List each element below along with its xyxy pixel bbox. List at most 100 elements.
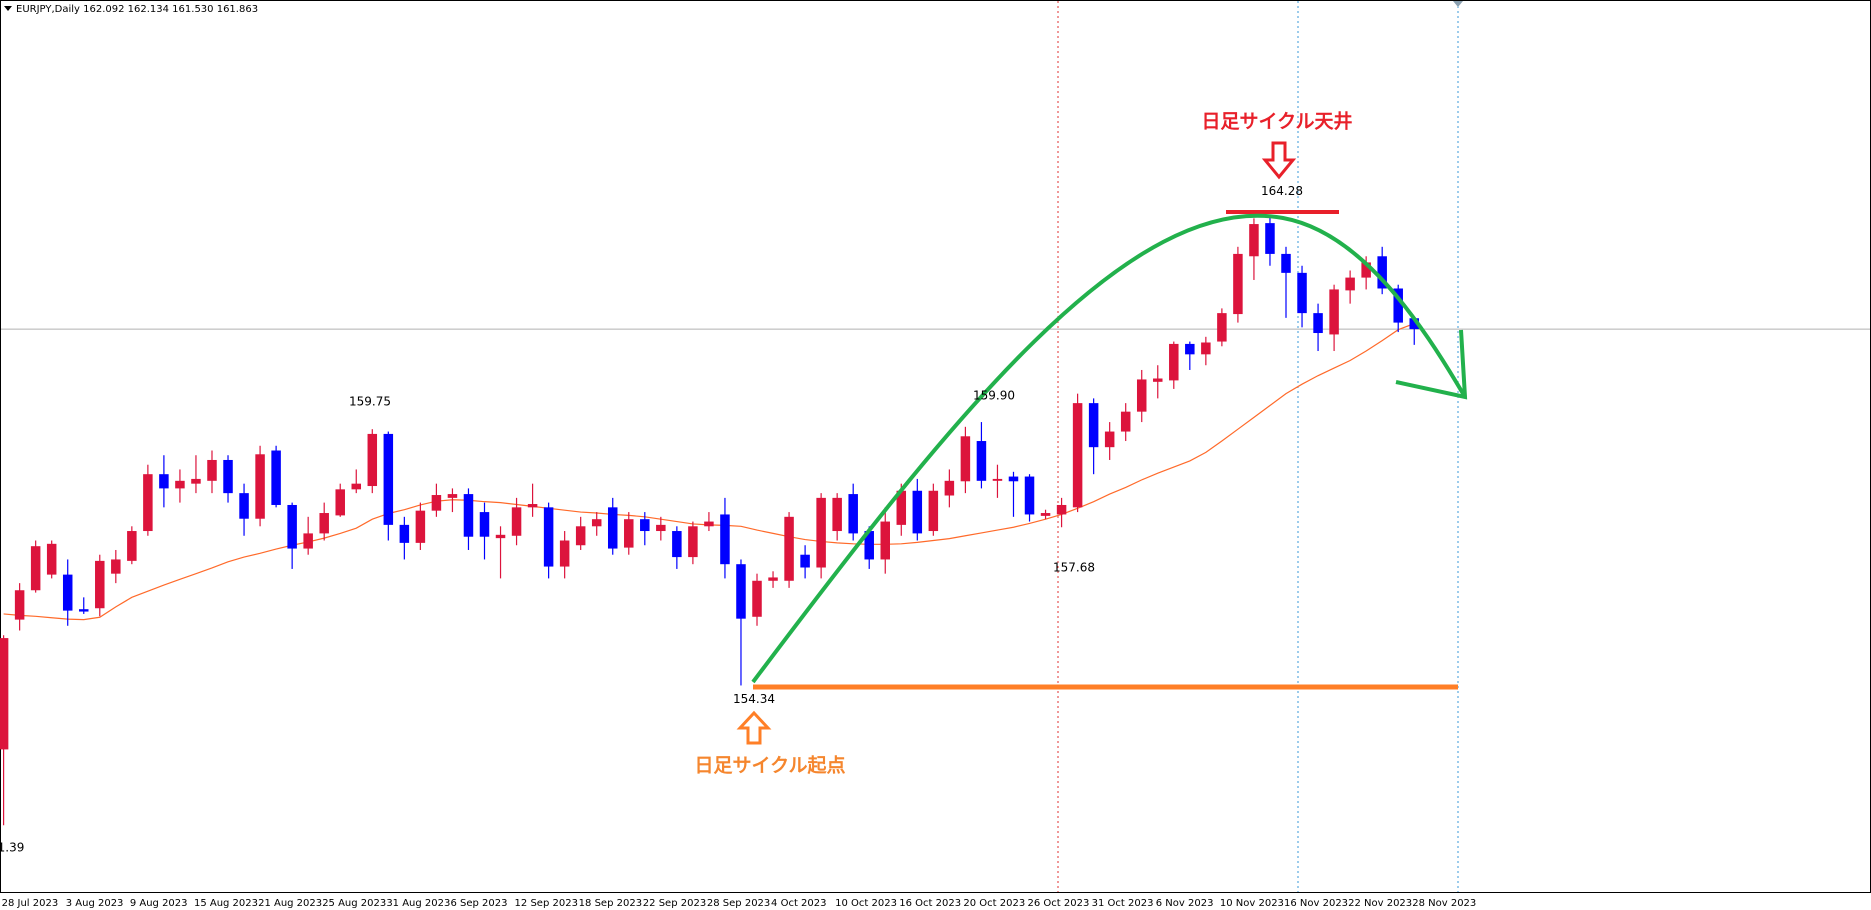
cycle-curve bbox=[751, 213, 1467, 684]
x-tick-label: 22 Nov 2023 bbox=[1348, 898, 1412, 909]
x-tick-label: 16 Oct 2023 bbox=[899, 898, 961, 909]
candle-body bbox=[30, 546, 41, 591]
candle-body bbox=[912, 490, 923, 534]
drawings: 日足サイクル天井 日足サイクル起点 bbox=[694, 111, 1468, 777]
annotation: 日足サイクル起点 bbox=[694, 755, 845, 777]
price-label: 157.68 bbox=[1053, 561, 1095, 575]
candle-body bbox=[1136, 379, 1147, 412]
candle-body bbox=[1217, 313, 1227, 342]
candle-body bbox=[720, 514, 730, 565]
x-tick-label: 31 Oct 2023 bbox=[1092, 898, 1154, 909]
candle-body bbox=[447, 494, 458, 498]
x-tick-label: 6 Sep 2023 bbox=[450, 898, 507, 909]
candle-body bbox=[1088, 403, 1099, 448]
candle-body bbox=[832, 497, 842, 532]
candle-body bbox=[1233, 253, 1243, 315]
price-label: 159.75 bbox=[349, 395, 391, 409]
menu-triangle bbox=[4, 6, 12, 11]
candle-body bbox=[607, 507, 618, 549]
x-tick-label: 4 Oct 2023 bbox=[771, 898, 826, 909]
x-tick-label: 6 Nov 2023 bbox=[1156, 898, 1214, 909]
candle-body bbox=[928, 490, 939, 532]
candle-body bbox=[335, 489, 345, 516]
candle-body bbox=[864, 531, 874, 560]
candle-body bbox=[399, 524, 410, 543]
candle-body bbox=[223, 459, 233, 494]
candle-body bbox=[1201, 342, 1211, 355]
x-tick-label: 28 Jul 2023 bbox=[2, 898, 59, 909]
candle-body bbox=[431, 495, 442, 511]
x-tick-label: 22 Sep 2023 bbox=[643, 898, 706, 909]
price-label: 159.90 bbox=[973, 389, 1015, 403]
candle-body bbox=[992, 478, 1003, 481]
candle-body bbox=[463, 494, 474, 537]
candle-body bbox=[1153, 378, 1163, 382]
candle-body bbox=[1120, 411, 1131, 432]
candle-body bbox=[1040, 513, 1051, 516]
candle-body bbox=[1345, 277, 1355, 291]
candle-body bbox=[960, 436, 971, 482]
candle-body bbox=[624, 519, 634, 548]
price-label: 164.28 bbox=[1261, 184, 1303, 198]
candle-body bbox=[1104, 431, 1115, 448]
candle-body bbox=[415, 510, 426, 543]
candle-body bbox=[527, 504, 538, 508]
candle-body bbox=[255, 454, 265, 519]
candle-body bbox=[159, 474, 169, 489]
x-tick-label: 21 Aug 2023 bbox=[258, 898, 322, 909]
candle-body bbox=[46, 543, 57, 575]
candle-body bbox=[672, 531, 682, 558]
candle-body bbox=[1056, 504, 1067, 515]
candle-body bbox=[800, 554, 810, 568]
x-tick-label: 18 Sep 2023 bbox=[579, 898, 642, 909]
candle-body bbox=[543, 507, 554, 567]
price-label: 1.39 bbox=[0, 841, 24, 855]
candle-body bbox=[1377, 256, 1387, 289]
candle-body bbox=[0, 638, 9, 750]
candle-body bbox=[575, 526, 586, 546]
cycle-arrowhead bbox=[1395, 329, 1468, 400]
candle-body bbox=[1297, 272, 1307, 314]
candle-body bbox=[62, 574, 73, 611]
x-tick-label: 9 Aug 2023 bbox=[130, 898, 188, 909]
candle-body bbox=[768, 577, 778, 581]
candle-body bbox=[1249, 224, 1259, 257]
candle-body bbox=[239, 493, 249, 519]
scroll-marker bbox=[1453, 1, 1463, 7]
x-tick-label: 28 Sep 2023 bbox=[707, 898, 770, 909]
candle-body bbox=[351, 483, 362, 490]
candle-body bbox=[1008, 476, 1019, 482]
candle-body bbox=[479, 512, 490, 537]
candle-body bbox=[1265, 223, 1275, 254]
candle-body bbox=[1329, 289, 1339, 335]
candle-body bbox=[704, 521, 714, 527]
annotation: 日足サイクル天井 bbox=[1201, 111, 1352, 133]
candle-body bbox=[656, 524, 666, 532]
candle-body bbox=[1409, 318, 1419, 330]
candle-body bbox=[944, 480, 955, 496]
candle-body bbox=[14, 590, 25, 620]
candle-body bbox=[319, 513, 329, 534]
candle-body bbox=[303, 533, 313, 549]
x-tick-label: 12 Sep 2023 bbox=[515, 898, 578, 909]
candle-body bbox=[736, 564, 746, 619]
candle-body bbox=[495, 534, 506, 539]
candle-body bbox=[1281, 253, 1291, 273]
candle-body bbox=[111, 559, 121, 574]
candle-body bbox=[784, 516, 794, 581]
candle-body bbox=[752, 580, 762, 617]
candle-body bbox=[1169, 343, 1179, 381]
candle-body bbox=[191, 478, 201, 484]
x-tick-label: 3 Aug 2023 bbox=[66, 898, 124, 909]
candle-body bbox=[79, 609, 89, 612]
candle-body bbox=[976, 441, 987, 481]
candle-body bbox=[143, 474, 153, 532]
candle-body bbox=[1361, 262, 1371, 278]
candle-body bbox=[1313, 313, 1323, 334]
candle-body bbox=[367, 433, 378, 487]
x-tick-label: 10 Nov 2023 bbox=[1220, 898, 1284, 909]
candle-body bbox=[271, 450, 281, 505]
candle-body bbox=[95, 560, 105, 609]
